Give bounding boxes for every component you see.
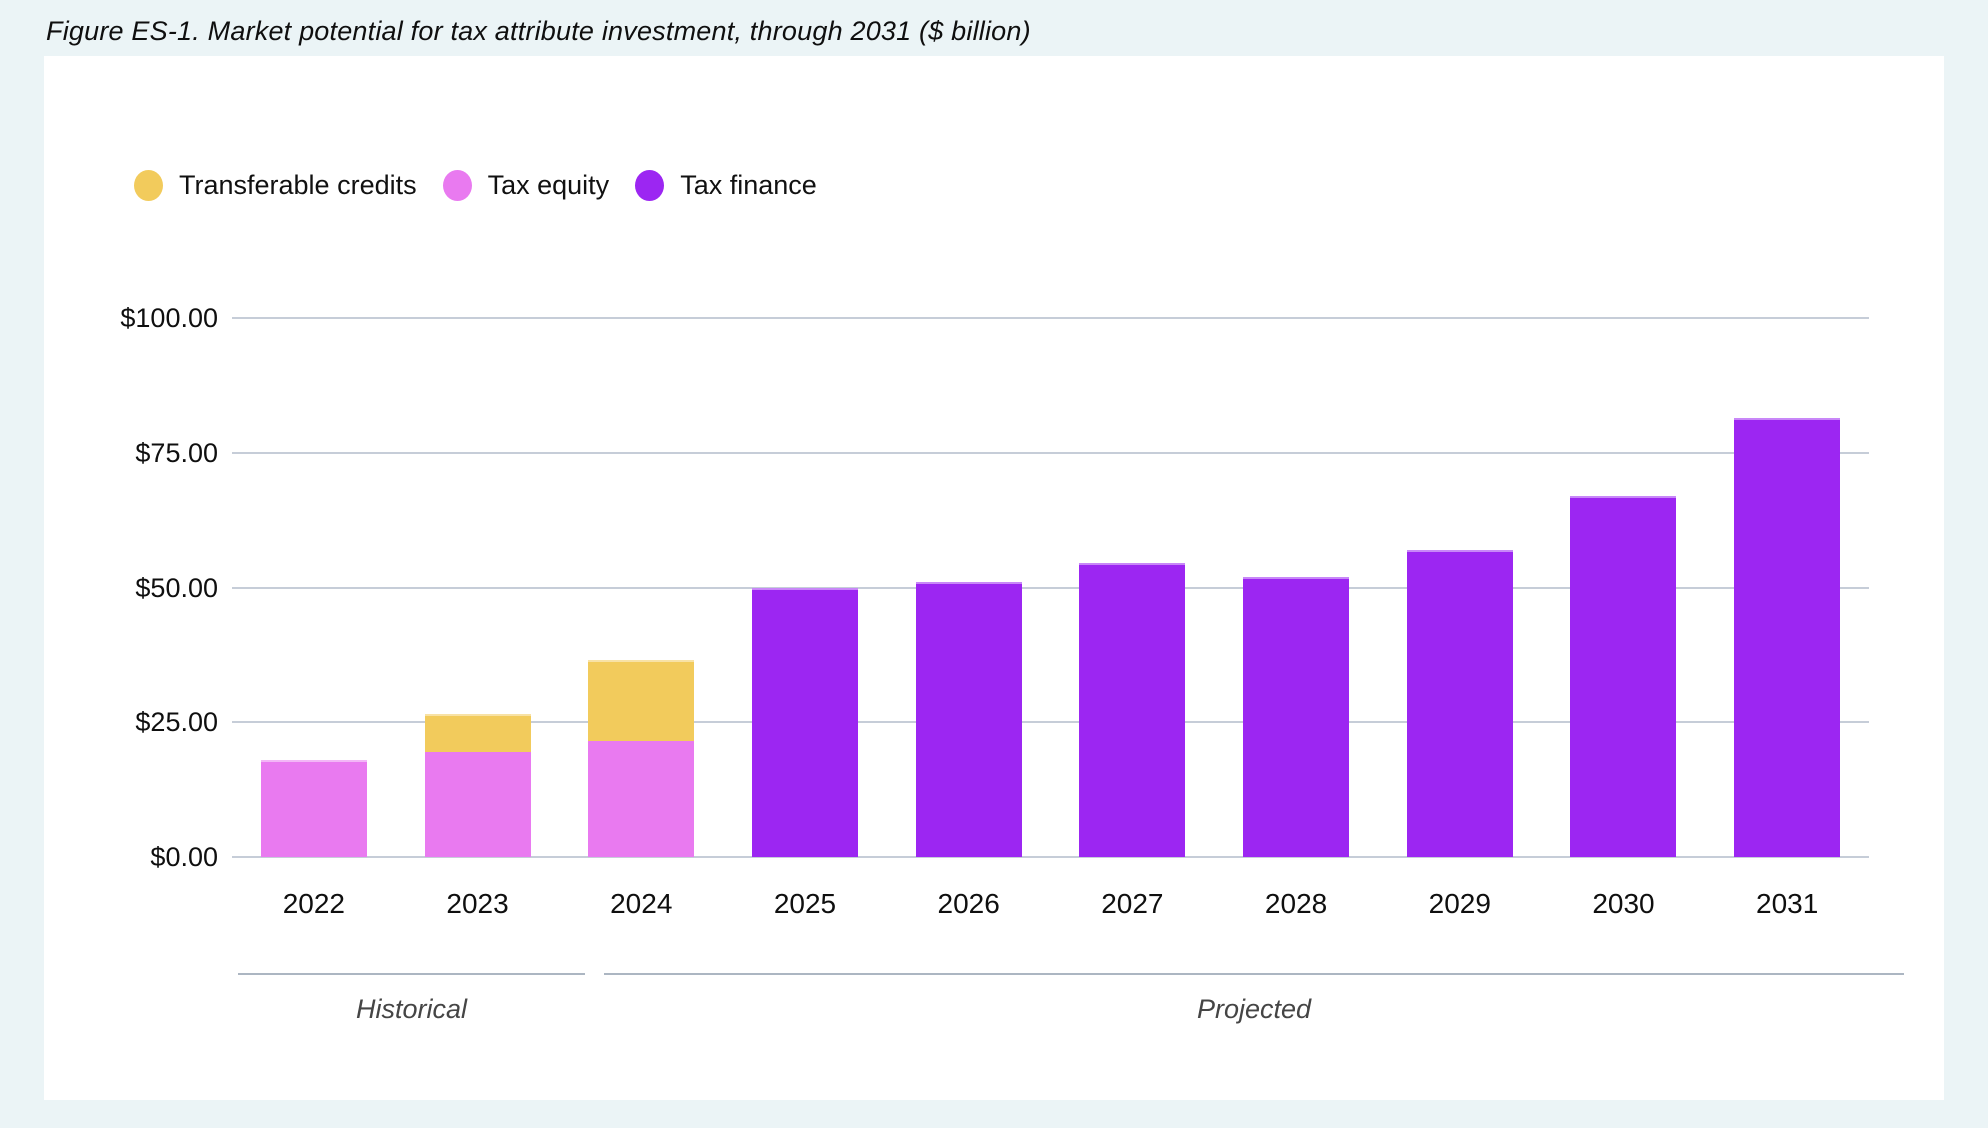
- legend-item-tax-equity: Tax equity: [442, 170, 610, 201]
- bars-row: [232, 318, 1869, 857]
- x-tick-label: 2024: [610, 888, 673, 919]
- bar-slot-2025: [723, 318, 887, 857]
- x-axis: 2022 2023 2024 2025 2026 2027 2028 2029 2030 2031: [232, 888, 1869, 920]
- bar-2029: [1406, 549, 1513, 857]
- gridline: [232, 451, 1869, 454]
- gridline: [232, 317, 1869, 319]
- figure-title: Figure ES-1. Market potential for tax at…: [46, 16, 1031, 46]
- y-tick-label: $100.00: [120, 303, 218, 333]
- bar-slot-2026: [887, 318, 1051, 857]
- chart-card: Transferable credits Tax equity Tax fina…: [44, 56, 1944, 1100]
- x-tick-label: 2027: [1101, 888, 1164, 919]
- x-tick-label: 2031: [1756, 888, 1819, 919]
- legend-dot-tax-equity-icon: [442, 170, 472, 201]
- bar-segment-tax-equity: [424, 751, 531, 857]
- bar-2026: [915, 582, 1022, 857]
- bar-slot-2029: [1378, 318, 1542, 857]
- gridline: [232, 586, 1869, 589]
- bar-segment-tax-finance: [1243, 576, 1350, 857]
- bar-segment-transferable-credits: [424, 714, 531, 752]
- bar-2030: [1570, 495, 1677, 857]
- gridline: [232, 721, 1869, 724]
- y-tick-label: $0.00: [150, 842, 218, 872]
- bar-slot-2027: [1051, 318, 1215, 857]
- bar-slot-2031: [1705, 318, 1869, 857]
- bar-2027: [1079, 563, 1186, 857]
- y-tick-label: $50.00: [135, 572, 218, 603]
- bar-segment-tax-finance: [915, 582, 1022, 857]
- legend-dot-tax-finance-icon: [635, 170, 665, 201]
- gridline: [232, 856, 1869, 858]
- bar-2025: [751, 587, 858, 857]
- legend-label: Transferable credits: [179, 170, 417, 200]
- bar-slot-2022: [232, 318, 396, 857]
- historical-divider-line: [238, 973, 585, 975]
- bar-slot-2023: [396, 318, 560, 857]
- chart-legend: Transferable credits Tax equity Tax fina…: [134, 170, 817, 201]
- x-tick-label: 2028: [1264, 888, 1328, 919]
- x-tick-label: 2029: [1428, 888, 1491, 919]
- bar-slot-2030: [1542, 318, 1706, 857]
- x-tick-label: 2025: [773, 888, 837, 919]
- projected-divider-line: [604, 973, 1904, 975]
- historical-section-label: Historical: [355, 994, 468, 1024]
- bar-segment-tax-finance: [1570, 495, 1677, 857]
- y-tick-label: $75.00: [135, 437, 218, 468]
- bar-slot-2024: [559, 318, 723, 857]
- bar-2022: [260, 759, 367, 857]
- bar-segment-tax-finance: [751, 587, 858, 857]
- legend-label: Tax equity: [487, 170, 610, 200]
- bar-segment-tax-equity: [588, 741, 695, 857]
- legend-item-tax-finance: Tax finance: [635, 170, 817, 201]
- bar-2028: [1243, 576, 1350, 857]
- legend-label: Tax finance: [680, 170, 817, 200]
- bar-segment-tax-finance: [1406, 549, 1513, 857]
- bar-segment-tax-finance: [1079, 563, 1186, 857]
- legend-item-transferable-credits: Transferable credits: [134, 170, 417, 201]
- x-tick-label: 2023: [446, 888, 509, 919]
- bar-2031: [1734, 417, 1841, 857]
- x-tick-label: 2030: [1592, 888, 1655, 919]
- legend-dot-transferable-credits-icon: [134, 170, 163, 201]
- bar-slot-2028: [1214, 318, 1378, 857]
- x-tick-label: 2026: [937, 888, 1000, 919]
- bar-segment-tax-finance: [1734, 417, 1841, 857]
- y-tick-label: $25.00: [135, 707, 218, 738]
- x-tick-label: 2022: [282, 888, 345, 919]
- bar-2024: [588, 660, 695, 857]
- bar-segment-tax-equity: [260, 759, 367, 857]
- bar-segment-transferable-credits: [588, 660, 695, 742]
- bar-2023: [424, 714, 531, 857]
- projected-section-label: Projected: [1196, 994, 1312, 1024]
